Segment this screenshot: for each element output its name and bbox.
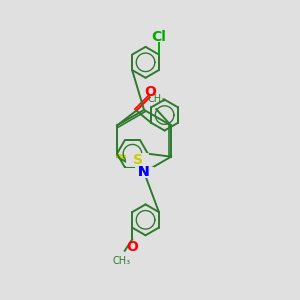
Text: O: O	[126, 240, 138, 254]
Text: CH₃: CH₃	[113, 256, 131, 266]
Text: N: N	[138, 165, 150, 179]
Text: CH₃: CH₃	[147, 94, 165, 104]
Text: N: N	[138, 165, 150, 179]
Text: Cl: Cl	[152, 30, 166, 44]
Text: S: S	[133, 153, 143, 167]
Text: O: O	[144, 85, 156, 99]
